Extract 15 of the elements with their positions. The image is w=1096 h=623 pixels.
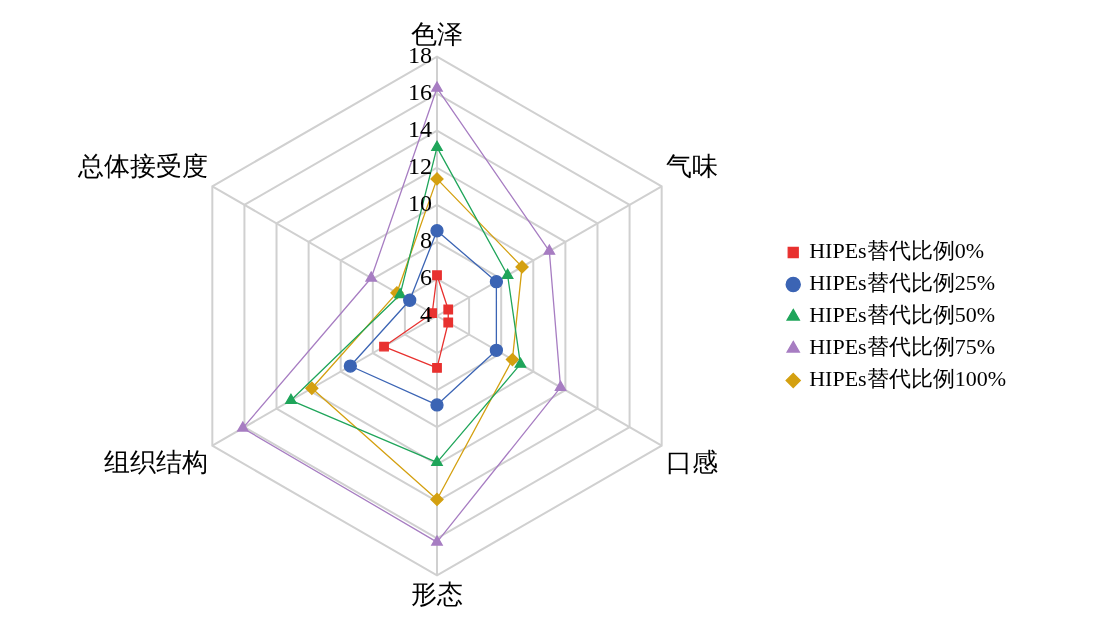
spoke-label: 形态 (411, 579, 463, 609)
y-tick-label: 12 (408, 153, 432, 180)
spoke-label: 口感 (666, 447, 718, 477)
legend-label: HIPEs替代比例50% (809, 302, 996, 328)
spoke-label: 组织结构 (104, 447, 208, 477)
y-tick-label: 6 (420, 264, 432, 291)
y-tick-label: 8 (420, 227, 432, 254)
y-tick-label: 14 (408, 115, 432, 142)
spoke-label: 总体接受度 (77, 152, 208, 182)
spoke-label: 气味 (666, 152, 718, 182)
y-tick-label: 16 (408, 78, 432, 105)
legend-label: HIPEs替代比例25% (809, 270, 996, 296)
legend-label: HIPEs替代比例0% (809, 238, 985, 264)
legend-label: HIPEs替代比例100% (809, 366, 1007, 392)
legend-label: HIPEs替代比例75% (809, 334, 996, 360)
